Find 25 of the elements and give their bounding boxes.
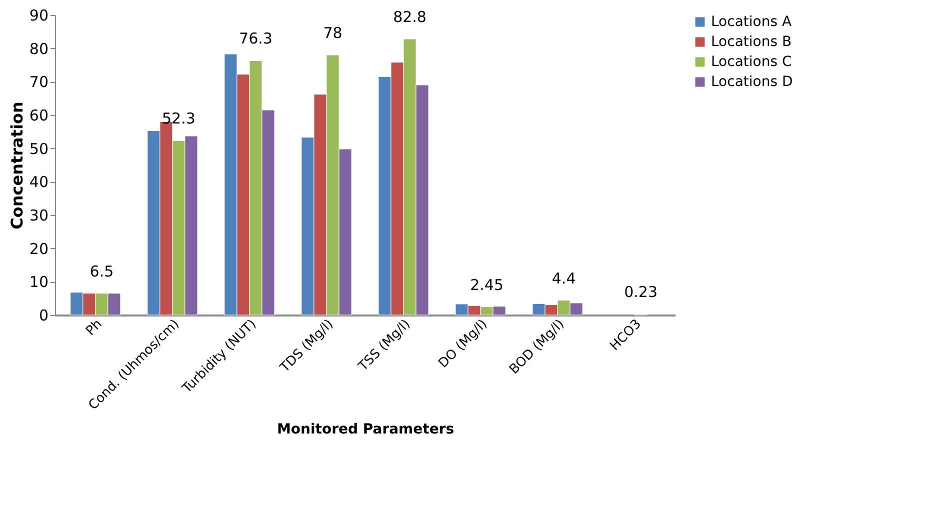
y-tick-label: 20 bbox=[29, 240, 48, 258]
y-tick-label: 40 bbox=[29, 173, 48, 192]
y-tick-label: 10 bbox=[29, 273, 48, 292]
data-label: 52.3 bbox=[162, 110, 196, 128]
data-label: 4.4 bbox=[552, 269, 576, 288]
legend-label: Locations B bbox=[711, 34, 792, 50]
data-label: 78 bbox=[323, 24, 342, 42]
y-tick-label: 70 bbox=[29, 73, 48, 92]
y-tick-label: 30 bbox=[29, 206, 48, 224]
x-axis-title: Monitored Parameters bbox=[276, 421, 454, 438]
x-tick-label: Ph bbox=[83, 316, 106, 339]
data-label: 82.8 bbox=[393, 8, 426, 26]
data-label: 2.45 bbox=[470, 276, 504, 294]
y-tick-label: 50 bbox=[29, 140, 48, 158]
data-label: 6.5 bbox=[90, 262, 114, 280]
y-tick-label: 90 bbox=[29, 6, 48, 24]
y-tick-label: 80 bbox=[29, 40, 48, 58]
data-label: 76.3 bbox=[239, 30, 272, 48]
data-label: 0.23 bbox=[624, 283, 658, 302]
y-axis-title: Concentration bbox=[7, 102, 26, 230]
y-tick-label: 0 bbox=[38, 306, 48, 324]
y-tick-label: 60 bbox=[29, 106, 48, 124]
legend-label: Locations A bbox=[711, 14, 792, 30]
legend-label: Locations C bbox=[711, 54, 792, 70]
legend-label: Locations D bbox=[711, 74, 793, 90]
